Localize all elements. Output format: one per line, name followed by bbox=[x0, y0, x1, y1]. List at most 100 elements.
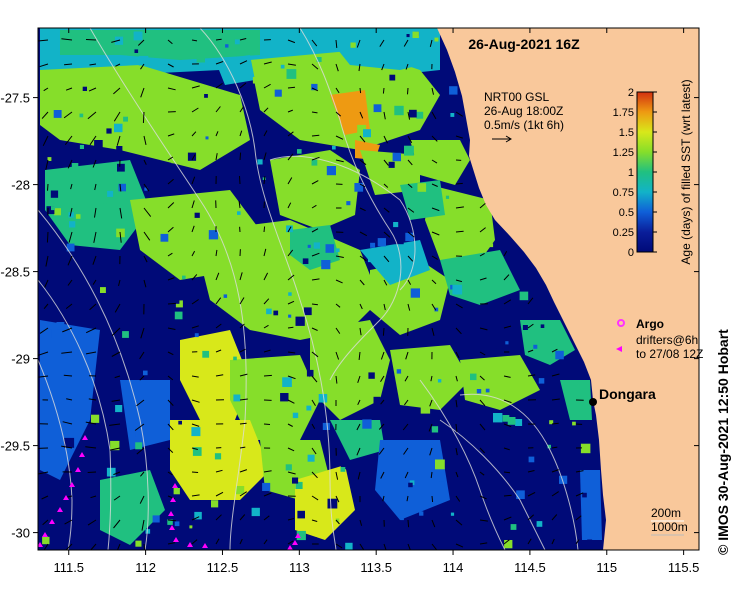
current-vector bbox=[407, 207, 415, 213]
current-vector bbox=[551, 538, 555, 545]
sst-age-pixel bbox=[320, 99, 330, 109]
current-vector bbox=[407, 183, 413, 188]
current-vector bbox=[527, 374, 536, 377]
sst-age-pixel bbox=[51, 206, 55, 211]
current-vector bbox=[527, 297, 534, 305]
current-vector bbox=[335, 279, 343, 284]
y-tick-label: -28 bbox=[11, 178, 30, 193]
current-vector bbox=[167, 302, 176, 305]
current-vector bbox=[191, 200, 195, 209]
current-vector bbox=[431, 111, 437, 120]
sst-age-pixel bbox=[187, 152, 197, 161]
sst-age-pixel bbox=[470, 373, 477, 381]
sst-age-pixel bbox=[304, 307, 312, 316]
current-vector bbox=[143, 255, 148, 263]
current-vector bbox=[407, 303, 411, 311]
isobath-1000m-label: 1000m bbox=[651, 520, 688, 534]
sst-age-pixel bbox=[71, 163, 79, 170]
current-vector bbox=[455, 182, 463, 185]
sst-age-pixel bbox=[307, 454, 315, 462]
sst-age-pixel bbox=[340, 174, 346, 180]
sst-age-pixel bbox=[83, 486, 87, 490]
y-tick-label: -28.5 bbox=[0, 265, 30, 280]
sst-age-pixel bbox=[435, 459, 445, 470]
sst-age-patch bbox=[295, 465, 355, 540]
current-vector bbox=[140, 63, 145, 70]
current-vector bbox=[191, 494, 200, 497]
sst-age-pixel bbox=[94, 140, 103, 149]
sst-age-pixel bbox=[587, 539, 593, 545]
current-vector bbox=[527, 349, 534, 353]
current-vector bbox=[143, 279, 147, 288]
sst-age-pixel bbox=[318, 394, 328, 403]
current-vector bbox=[455, 351, 460, 359]
current-vector bbox=[311, 399, 316, 406]
current-vector bbox=[143, 231, 151, 241]
current-vector bbox=[527, 514, 535, 521]
sst-age-pixel bbox=[214, 453, 222, 460]
sst-age-pixel bbox=[297, 149, 302, 154]
sst-age-pixel bbox=[230, 84, 239, 93]
sst-age-pixel bbox=[134, 49, 139, 53]
sst-age-pixel bbox=[251, 507, 260, 517]
current-vector bbox=[380, 471, 385, 479]
current-vector bbox=[479, 423, 486, 431]
sst-age-pixel bbox=[233, 356, 237, 361]
sst-age-pixel bbox=[322, 422, 330, 430]
current-vector bbox=[383, 159, 389, 166]
sst-age-pixel bbox=[50, 190, 59, 198]
current-vector bbox=[503, 251, 508, 257]
current-vector bbox=[359, 111, 364, 119]
velocity-legend-scale: 0.5m/s (1kt 6h) bbox=[484, 118, 564, 132]
current-vector bbox=[358, 63, 361, 72]
drifter-position bbox=[173, 537, 179, 542]
sst-age-pixel bbox=[354, 183, 364, 192]
velocity-legend: NRT00 GSL 26-Aug 18:00Z 0.5m/s (1kt 6h) bbox=[484, 90, 564, 143]
sst-age-pixel bbox=[325, 244, 335, 253]
sst-age-pixel bbox=[103, 200, 107, 204]
y-tick-label: -27.5 bbox=[0, 91, 30, 106]
current-vector bbox=[215, 131, 219, 137]
current-vector bbox=[239, 348, 246, 353]
current-vector bbox=[503, 539, 510, 545]
contour-line bbox=[38, 279, 112, 550]
sst-age-pixel bbox=[194, 511, 202, 520]
current-vector bbox=[455, 303, 463, 309]
current-vector bbox=[215, 297, 222, 305]
current-vector bbox=[113, 111, 121, 122]
current-vector bbox=[431, 87, 434, 95]
sst-age-pixel bbox=[434, 37, 439, 42]
current-vector bbox=[167, 375, 174, 381]
sst-age-pixel bbox=[205, 136, 209, 140]
drifter-marker-icon bbox=[616, 346, 622, 352]
sst-age-patch bbox=[120, 380, 170, 450]
current-vector bbox=[67, 159, 73, 169]
current-vector bbox=[407, 87, 409, 95]
sst-age-pixel bbox=[311, 83, 318, 91]
current-vector bbox=[335, 303, 341, 308]
sst-age-pixel bbox=[40, 282, 47, 289]
sst-age-patch bbox=[580, 470, 602, 540]
current-vector bbox=[167, 471, 173, 476]
current-vector bbox=[87, 471, 97, 473]
sst-age-pixel bbox=[135, 442, 143, 450]
sst-age-pixel bbox=[194, 212, 200, 218]
current-vector bbox=[335, 495, 340, 503]
sst-age-pixel bbox=[152, 303, 158, 309]
current-vector bbox=[359, 303, 363, 310]
current-vector bbox=[89, 303, 97, 311]
x-tick-label: 112 bbox=[135, 560, 156, 575]
current-vector bbox=[38, 39, 49, 42]
sst-age-pixel bbox=[145, 529, 151, 534]
sst-age-pixel bbox=[47, 157, 52, 161]
current-vector bbox=[263, 130, 268, 137]
sst-age-pixel bbox=[237, 211, 241, 215]
current-vector bbox=[63, 374, 73, 377]
sst-age-pixel bbox=[196, 54, 205, 63]
sst-age-pixel bbox=[439, 481, 445, 488]
current-vector bbox=[113, 471, 121, 476]
current-vector bbox=[380, 375, 385, 382]
current-vector bbox=[455, 230, 464, 233]
current-vector bbox=[167, 202, 175, 209]
current-vector bbox=[85, 351, 97, 355]
